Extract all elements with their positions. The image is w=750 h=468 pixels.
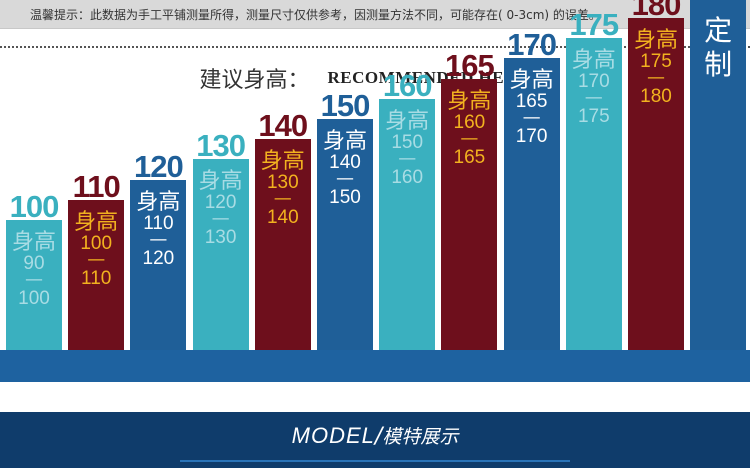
range-dash: — bbox=[25, 269, 43, 290]
bar-text-165: 身高 160—165 bbox=[441, 88, 497, 168]
bar-label-130: 130 bbox=[196, 128, 246, 164]
custom-char-1: 制 bbox=[704, 47, 733, 81]
range-dash: — bbox=[211, 208, 230, 230]
bar-label-180: 180 bbox=[631, 0, 682, 22]
bar-text-175: 身高 170—175 bbox=[566, 48, 622, 128]
range-to: 140 bbox=[266, 207, 299, 229]
shengao-label: 身高 bbox=[385, 108, 430, 134]
bar-text-120: 身高 110—120 bbox=[130, 189, 186, 269]
range-to: 180 bbox=[640, 86, 672, 107]
bar-label-100: 100 bbox=[9, 189, 60, 224]
range-from: 130 bbox=[266, 172, 299, 194]
notice-bar: 温馨提示：此数据为手工平铺测量所得，测量尺寸仅供参考，因测量方法不同，可能存在(… bbox=[0, 0, 750, 29]
range-dash: — bbox=[336, 168, 354, 189]
shengao-label: 身高 bbox=[74, 209, 119, 235]
custom-char-0: 定 bbox=[704, 13, 733, 47]
bar-label-140: 140 bbox=[258, 108, 308, 144]
height-bar-140: 140 身高 130—140 bbox=[254, 110, 311, 355]
bar-text-140: 身高 130—140 bbox=[255, 149, 311, 229]
bar-text-180: 身高 175—180 bbox=[628, 28, 684, 107]
footer-title: MODEL/模特展示 bbox=[0, 422, 750, 449]
range-from: 175 bbox=[640, 51, 672, 72]
range-dash: — bbox=[398, 147, 417, 169]
range-dash: — bbox=[522, 107, 541, 129]
range-to: 175 bbox=[577, 106, 610, 128]
bar-text-150: 身高 140—150 bbox=[317, 129, 373, 208]
bar-label-165: 165 bbox=[445, 47, 495, 83]
footer-zh-text: 模特展示 bbox=[382, 426, 459, 448]
bar-label-110: 110 bbox=[72, 168, 121, 204]
range-from: 120 bbox=[204, 192, 237, 214]
bar-label-175: 175 bbox=[569, 7, 619, 43]
height-bar-120: 120 身高 110—120 bbox=[130, 151, 187, 355]
range-to: 130 bbox=[204, 227, 237, 249]
footer-slash: / bbox=[374, 424, 383, 449]
range-to: 110 bbox=[81, 267, 112, 289]
shengao-label: 身高 bbox=[633, 28, 678, 53]
range-dash: — bbox=[584, 87, 603, 109]
range-dash: — bbox=[149, 228, 168, 250]
range-from: 90 bbox=[23, 253, 45, 274]
bar-text-170: 身高 165—170 bbox=[504, 68, 560, 148]
heading-zh: 建议身高： bbox=[199, 68, 310, 93]
shengao-label: 身高 bbox=[322, 129, 367, 154]
bar-label-150: 150 bbox=[320, 88, 371, 123]
bar-label-120: 120 bbox=[134, 148, 184, 184]
range-to: 160 bbox=[391, 166, 424, 188]
range-to: 100 bbox=[18, 288, 50, 309]
bar-text-185: 定制 bbox=[690, 14, 746, 82]
height-bars: 100 身高 90—100 110 身高 100—110 120 身高 110—120 130 身高… bbox=[0, 0, 750, 390]
shengao-label: 身高 bbox=[11, 230, 56, 255]
range-from: 160 bbox=[453, 111, 486, 133]
bars-baseline bbox=[0, 350, 750, 382]
range-from: 100 bbox=[80, 232, 113, 254]
height-bar-100: 100 身高 90—100 bbox=[6, 191, 62, 355]
range-from: 110 bbox=[143, 212, 174, 234]
height-bar-165: 165 身高 160—165 bbox=[441, 50, 498, 355]
shengao-label: 身高 bbox=[136, 189, 181, 215]
height-bar-185: 185定制 bbox=[690, 0, 747, 355]
range-from: 170 bbox=[577, 71, 610, 93]
shengao-label: 身高 bbox=[260, 149, 305, 175]
range-to: 170 bbox=[515, 126, 548, 148]
range-dash: — bbox=[460, 127, 479, 149]
range-to: 150 bbox=[329, 187, 361, 208]
bar-text-100: 身高 90—100 bbox=[6, 230, 62, 309]
shengao-label: 身高 bbox=[447, 88, 492, 114]
range-dash: — bbox=[273, 188, 292, 210]
bar-label-170: 170 bbox=[507, 27, 557, 63]
range-from: 150 bbox=[391, 131, 424, 153]
range-to: 165 bbox=[453, 146, 486, 168]
footer-underline bbox=[180, 460, 570, 462]
bar-text-160: 身高 150—160 bbox=[379, 108, 435, 188]
bar-text-130: 身高 120—130 bbox=[193, 169, 249, 249]
shengao-label: 身高 bbox=[509, 68, 554, 94]
height-bar-150: 150 身高 140—150 bbox=[317, 90, 373, 355]
shengao-label: 身高 bbox=[571, 48, 616, 74]
dotted-divider bbox=[0, 46, 750, 48]
height-bar-180: 180 身高 175—180 bbox=[628, 0, 684, 355]
height-bar-110: 110 身高 100—110 bbox=[68, 171, 125, 355]
range-dash: — bbox=[647, 67, 665, 88]
height-bar-160: 160 身高 150—160 bbox=[379, 70, 436, 355]
range-from: 140 bbox=[329, 152, 361, 173]
shengao-label: 身高 bbox=[198, 169, 243, 195]
model-footer: MODEL/模特展示 bbox=[0, 412, 750, 468]
bar-label-160: 160 bbox=[382, 67, 433, 103]
height-bar-130: 130 身高 120—130 bbox=[192, 130, 249, 355]
range-to: 120 bbox=[142, 247, 175, 269]
bar-text-110: 身高 100—110 bbox=[68, 209, 124, 289]
range-dash: — bbox=[87, 248, 106, 270]
height-bar-175: 175 身高 170—175 bbox=[565, 9, 622, 355]
height-bar-170: 170 身高 165—170 bbox=[503, 29, 560, 355]
notice-text: 温馨提示：此数据为手工平铺测量所得，测量尺寸仅供参考，因测量方法不同，可能存在(… bbox=[30, 8, 601, 22]
footer-model-text: MODEL bbox=[291, 423, 375, 448]
range-from: 165 bbox=[515, 91, 548, 113]
